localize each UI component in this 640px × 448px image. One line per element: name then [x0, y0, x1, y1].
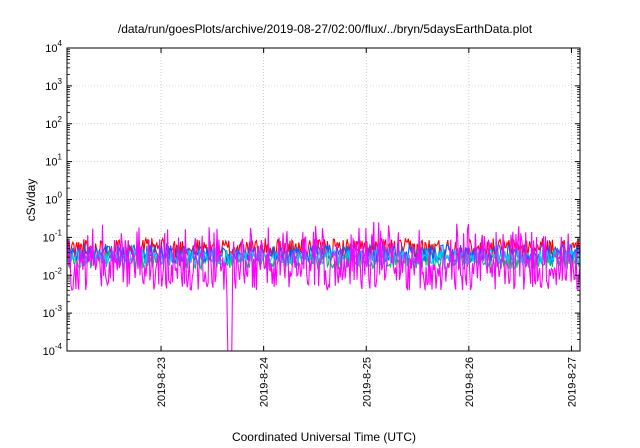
- y-tick-label: 10-2: [43, 266, 63, 282]
- y-tick-label: 104: [45, 39, 62, 55]
- x-tick-label: 2019-8-23: [156, 357, 168, 407]
- series-lines: [66, 221, 581, 352]
- x-tick-label: 2019-8-26: [464, 357, 476, 407]
- x-axis-label: Coordinated Universal Time (UTC): [232, 430, 416, 444]
- y-tick-label: 10-3: [43, 304, 63, 320]
- series-line-5: [66, 221, 581, 352]
- y-tick-label: 102: [45, 115, 62, 131]
- y-tick-label: 103: [45, 77, 62, 93]
- x-tick-label: 2019-8-24: [259, 357, 271, 407]
- x-tick-label: 2019-8-27: [566, 357, 578, 407]
- y-tick-label: 100: [45, 191, 62, 207]
- y-tick-label: 10-1: [43, 228, 63, 244]
- x-axis: 2019-8-23 2019-8-24 2019-8-25 2019-8-26 2019…: [156, 48, 578, 407]
- y-tick-label: 10-4: [43, 342, 63, 358]
- plot-frame: [66, 47, 581, 352]
- y-axis: 10-4 10-3 10-2 10-1 100 101 102 103 104: [43, 39, 580, 358]
- y-axis-label: cSv/day: [24, 179, 38, 222]
- grid: [67, 48, 580, 351]
- y-tick-label: 101: [45, 153, 62, 169]
- chart-title: /data/run/goesPlots/archive/2019-08-27/0…: [118, 22, 533, 36]
- x-tick-label: 2019-8-25: [361, 357, 373, 407]
